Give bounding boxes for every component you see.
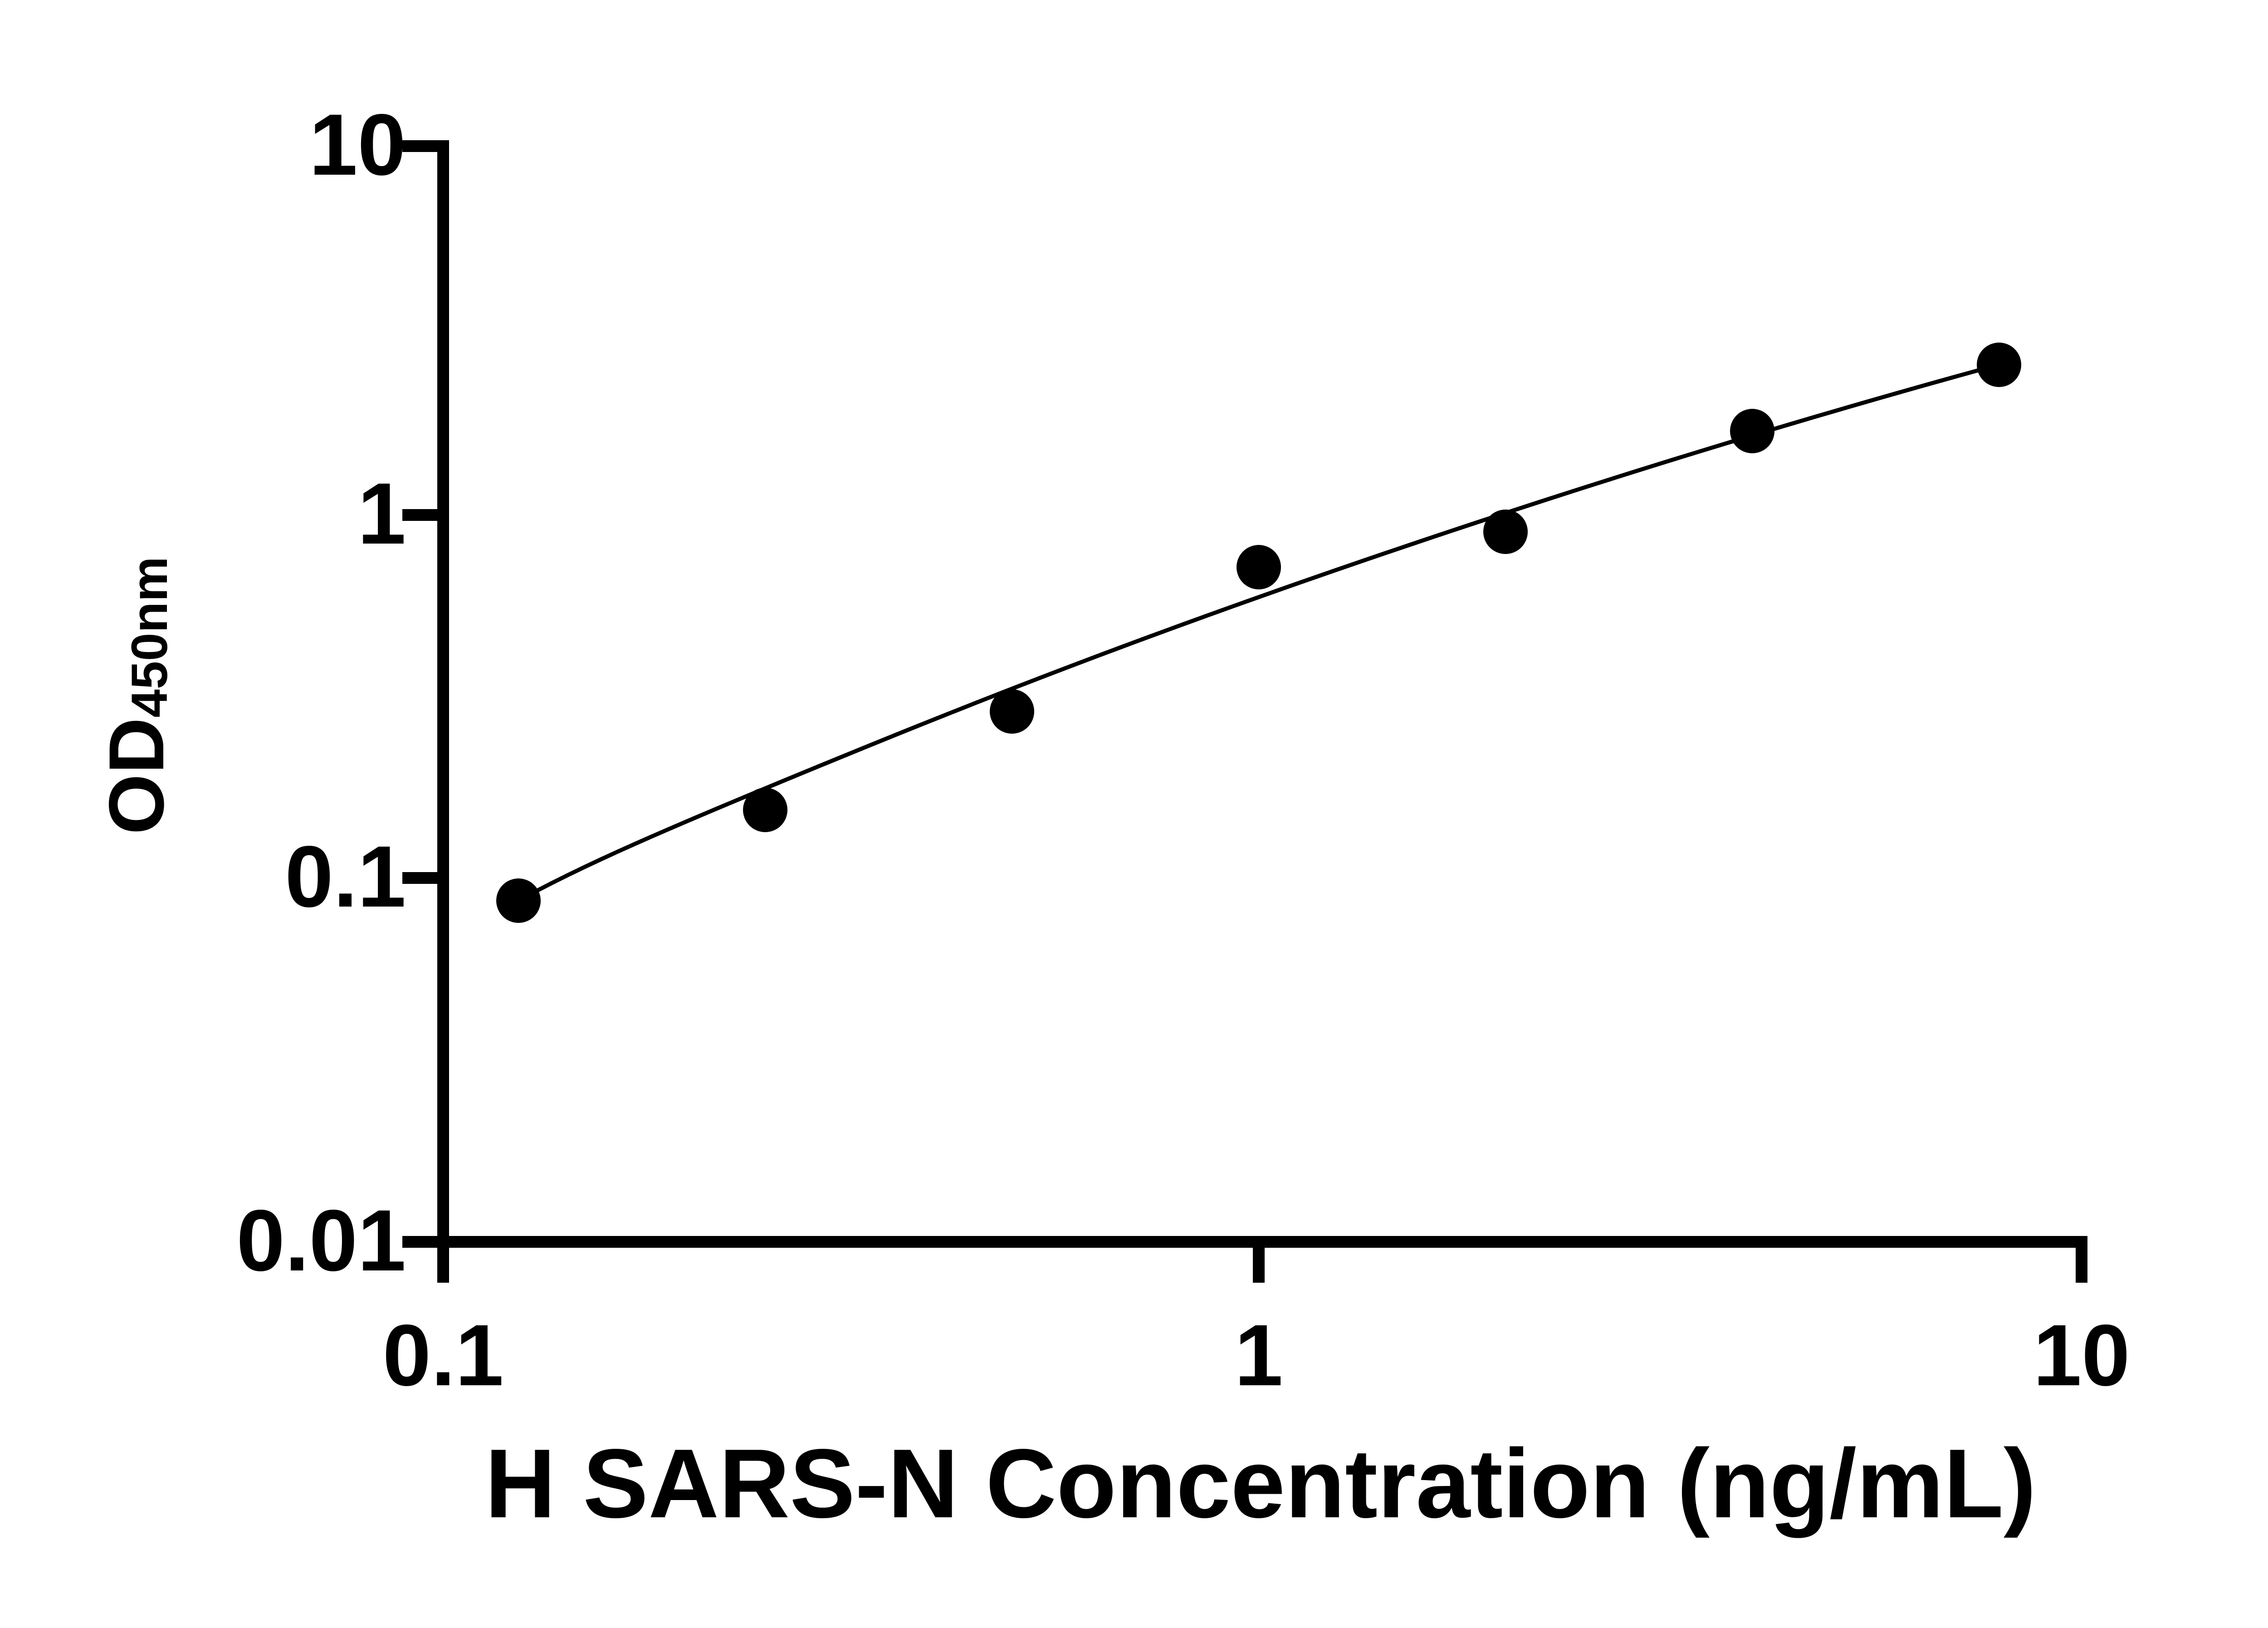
svg-text:0.1: 0.1 [383,1306,504,1404]
svg-text:H SARS-N Concentration (ng/mL): H SARS-N Concentration (ng/mL) [485,1428,2036,1538]
svg-text:1: 1 [357,465,406,562]
svg-text:OD450nm: OD450nm [93,557,180,835]
svg-text:1: 1 [1235,1306,1283,1404]
svg-text:10: 10 [309,96,406,193]
svg-text:0.1: 0.1 [285,828,406,925]
svg-text:10: 10 [2033,1306,2130,1404]
svg-text:0.01: 0.01 [236,1192,406,1289]
